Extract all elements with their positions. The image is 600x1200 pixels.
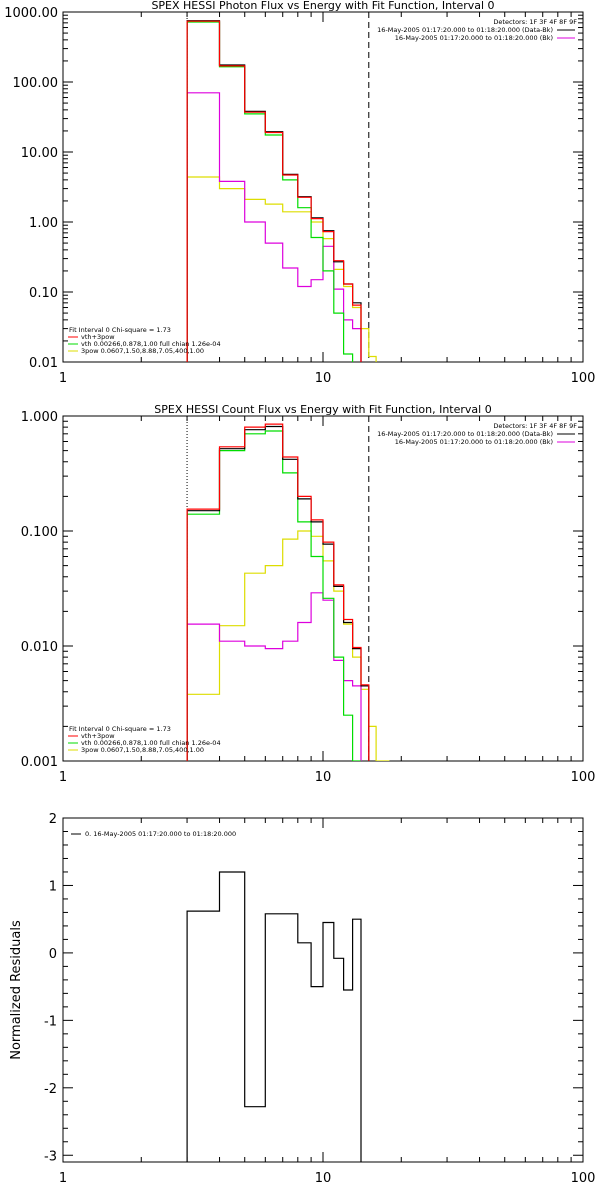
series-line [186, 20, 362, 362]
y-tick-label: 0.010 [21, 640, 58, 655]
fit-info-line: 3pow 0.0607,1.50,8.88,7.05,400,1.00 [81, 347, 204, 355]
series-line [186, 21, 354, 362]
data-series [186, 871, 362, 1162]
plot-frame [62, 11, 584, 363]
x-axis-ticks [62, 416, 572, 761]
series-line [186, 425, 370, 761]
y-tick-label: 0.10 [29, 286, 58, 301]
legend-bk: 16-May-2005 01:17:20.000 to 01:18:20.000… [395, 438, 553, 446]
y-tick-label: -1 [44, 1014, 57, 1029]
y-tick-label: 1.000 [21, 410, 58, 425]
y-tick-label: 0.001 [21, 755, 58, 770]
y-tick-label: 0.100 [21, 525, 58, 540]
x-tick-label: 1 [59, 1171, 67, 1186]
fit-info-line: vth+3pow [81, 333, 115, 341]
fit-info-line: vth 0.00266,0.878,1.00 full chian 1.26e-… [81, 739, 221, 747]
y-tick-label: 100.00 [13, 76, 59, 91]
data-series [186, 20, 377, 362]
y-axis-ticks [63, 415, 583, 762]
series-line [186, 20, 362, 362]
chart-title: SPEX HESSI Count Flux vs Energy with Fit… [154, 403, 491, 416]
fit-info-line: Fit Interval 0 Chi-square = 1.73 [69, 725, 171, 733]
x-tick-label: 100 [571, 371, 596, 386]
series-line [186, 430, 361, 761]
residuals-legend: 0. 16-May-2005 01:17:20.000 to 01:18:20.… [85, 830, 236, 838]
series-line [186, 871, 362, 1162]
x-tick-label: 10 [315, 770, 332, 785]
x-axis-ticks [62, 818, 572, 1162]
x-tick-label: 100 [571, 1171, 596, 1186]
y-tick-label: 2 [49, 812, 57, 827]
y-axis-label: Normalized Residuals [9, 920, 24, 1060]
chart-title: SPEX HESSI Photon Flux vs Energy with Fi… [151, 0, 494, 12]
fit-info-line: 3pow 0.0607,1.50,8.88,7.05,400,1.00 [81, 746, 204, 754]
x-tick-label: 10 [315, 371, 332, 386]
y-tick-label: 1 [49, 879, 57, 894]
detectors-label: Detectors: 1F 3F 4F 8F 9F [493, 18, 577, 26]
x-tick-label: 100 [571, 770, 596, 785]
series-line [186, 423, 370, 761]
y-axis-ticks [63, 830, 583, 1156]
y-tick-label: 1.00 [29, 216, 58, 231]
y-tick-label: 0 [49, 947, 57, 962]
chart-panel-3: 1 10 100 -3 -2 -1 0 1 2 Normalized Residuals 0. 16… [9, 812, 595, 1186]
y-axis-ticks [63, 11, 583, 363]
y-tick-label: 10.00 [21, 146, 58, 161]
detectors-label: Detectors: 1F 3F 4F 8F 9F [493, 422, 577, 430]
chart-panel-2: SPEX HESSI Count Flux vs Energy with Fit… [21, 403, 596, 785]
legend-bk: 16-May-2005 01:17:20.000 to 01:18:20.000… [395, 34, 553, 42]
data-series [186, 423, 390, 761]
legend-data-bk: 16-May-2005 01:17:20.000 to 01:18:20.000… [377, 430, 553, 438]
plot-frame [62, 817, 584, 1163]
series-line [186, 530, 390, 761]
series-line [186, 592, 362, 761]
x-tick-label: 1 [59, 770, 67, 785]
chart-panel-1: SPEX HESSI Photon Flux vs Energy with Fi… [4, 0, 595, 386]
fit-info-line: Fit Interval 0 Chi-square = 1.73 [69, 326, 171, 334]
series-line [186, 176, 377, 362]
y-tick-label: -3 [44, 1149, 57, 1164]
x-tick-label: 10 [315, 1171, 332, 1186]
y-tick-label: 1000.00 [4, 6, 58, 21]
y-tick-label: 0.01 [29, 356, 58, 371]
legend-data-bk: 16-May-2005 01:17:20.000 to 01:18:20.000… [377, 26, 553, 34]
x-axis-ticks [62, 12, 572, 362]
fit-info-line: vth 0.00266,0.878,1.00 full chian 1.26e-… [81, 340, 221, 348]
x-tick-label: 1 [59, 371, 67, 386]
y-tick-label: -2 [44, 1082, 57, 1097]
series-line [186, 92, 362, 362]
fit-info-line: vth+3pow [81, 732, 115, 740]
